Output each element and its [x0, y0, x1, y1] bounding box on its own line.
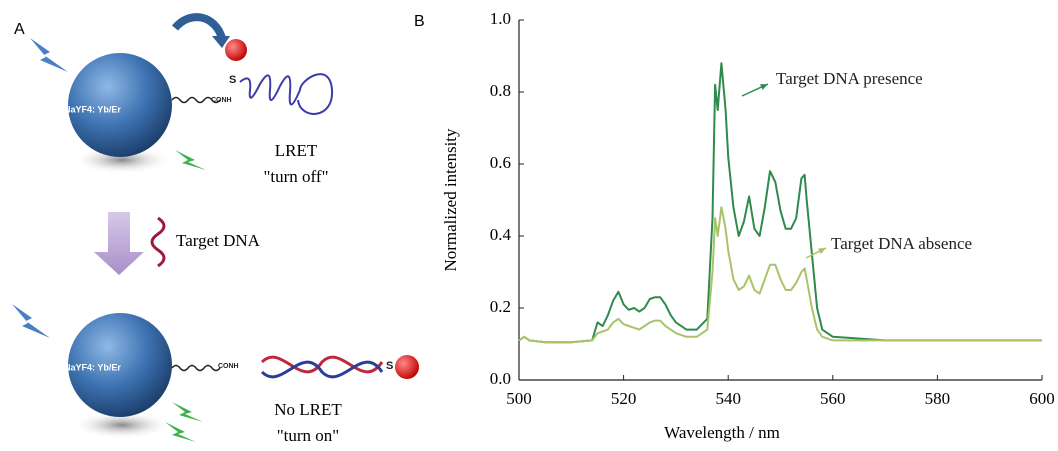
- down-arrow: [94, 212, 144, 275]
- panel-label: B: [414, 13, 425, 30]
- x-tick-label: 580: [925, 389, 951, 408]
- series-label: Target DNA absence: [831, 234, 972, 253]
- particle-label: NaYF4: Yb/Er: [64, 362, 121, 372]
- duplex-strand: [260, 360, 384, 379]
- linker-label: CONH: [218, 363, 239, 370]
- shadow: [72, 146, 172, 174]
- annotation-arrowhead: [818, 248, 826, 255]
- x-tick-label: 500: [506, 389, 532, 408]
- y-tick-label: 0.2: [490, 297, 511, 316]
- arrow-head: [212, 36, 230, 48]
- light-bolt: [30, 38, 68, 72]
- annotation-arrowhead: [760, 84, 768, 90]
- x-tick-label: 600: [1029, 389, 1055, 408]
- nanoparticle: [68, 53, 172, 157]
- target-dna-icon: [150, 216, 166, 268]
- quencher: [225, 39, 247, 61]
- state-label: LRET: [275, 141, 318, 160]
- light-bolt: [12, 304, 50, 338]
- linker: [171, 96, 221, 104]
- x-tick-label: 540: [715, 389, 741, 408]
- spectrum-line: [518, 62, 1042, 344]
- shadow: [72, 411, 172, 439]
- particle-label: NaYF4: Yb/Er: [64, 104, 121, 114]
- mode-label: "turn off": [263, 167, 328, 186]
- linker: [171, 364, 221, 372]
- emission-bolt: [175, 150, 206, 170]
- emission-bolt: [165, 402, 203, 442]
- y-tick-label: 0.0: [490, 369, 511, 388]
- curved-arrow: [171, 13, 226, 40]
- top-scheme: NaYF4: Yb/Er CONH S LRET "turn off": [30, 13, 334, 186]
- thiol-label: S: [386, 360, 393, 372]
- quencher: [395, 355, 419, 379]
- mode-label: "turn on": [277, 426, 340, 445]
- linker-label: CONH: [211, 97, 232, 104]
- nanoparticle: [68, 313, 172, 417]
- spectrum-chart: Wavelength / nm Normalized intensity 0.0…: [441, 9, 1055, 442]
- y-axis-title: Normalized intensity: [441, 128, 460, 272]
- panel-label: A: [14, 21, 25, 38]
- bottom-scheme: NaYF4: Yb/Er CONH S No LRET "turn on": [12, 304, 419, 445]
- arrow-label: Target DNA: [176, 231, 261, 250]
- x-tick-label: 560: [820, 389, 846, 408]
- x-tick-label: 520: [611, 389, 637, 408]
- series-label: Target DNA presence: [776, 69, 923, 88]
- x-axis-title: Wavelength / nm: [664, 423, 780, 442]
- y-tick-label: 0.8: [490, 81, 511, 100]
- spectrum-line: [518, 206, 1042, 344]
- duplex-strand: [260, 355, 384, 374]
- state-label: No LRET: [274, 400, 342, 419]
- hairpin-dna: [239, 73, 334, 115]
- y-tick-label: 0.4: [490, 225, 512, 244]
- thiol-label: S: [229, 74, 236, 86]
- y-tick-label: 0.6: [490, 153, 511, 172]
- transition: Target DNA: [94, 212, 261, 275]
- y-tick-label: 1.0: [490, 9, 511, 28]
